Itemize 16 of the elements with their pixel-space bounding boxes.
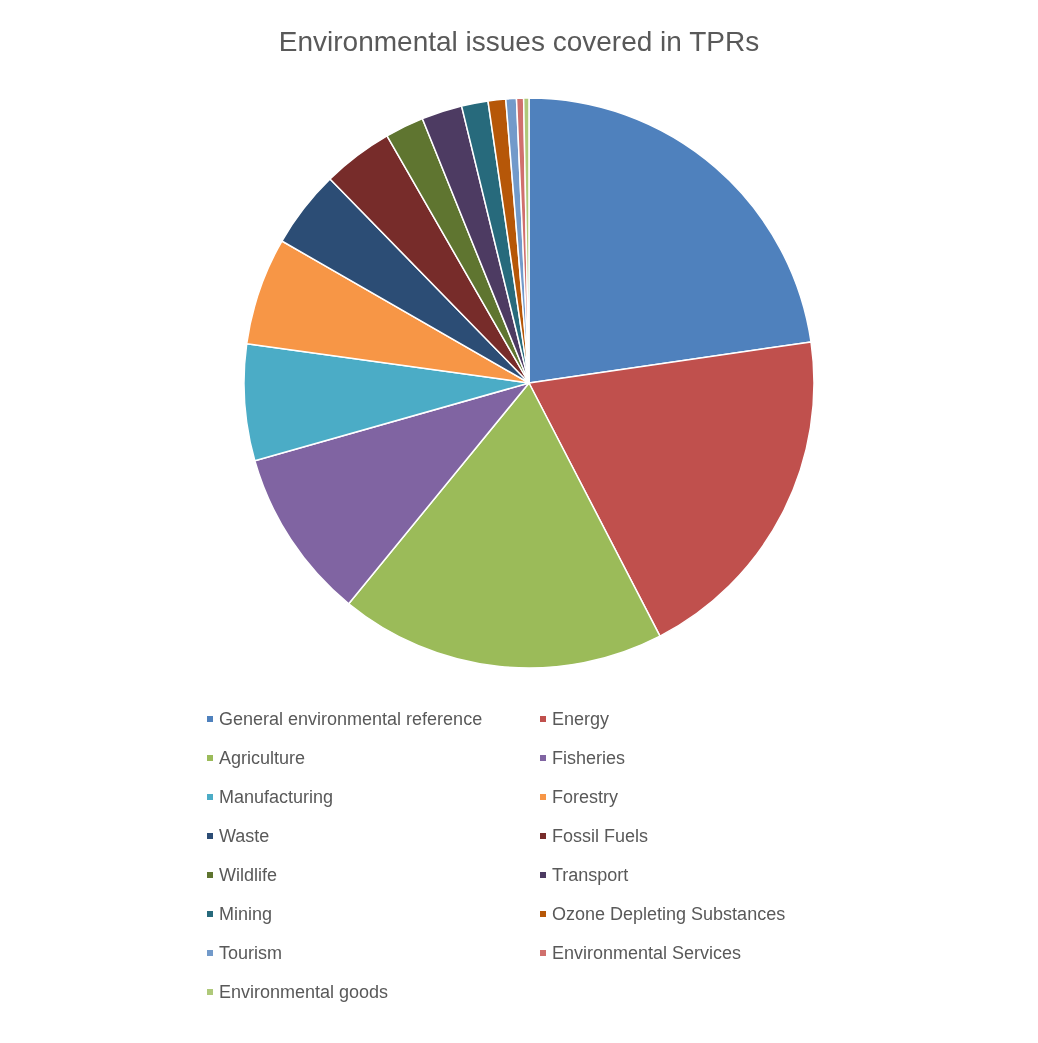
- legend-label: Ozone Depleting Substances: [552, 904, 786, 924]
- legend-label: Fossil Fuels: [552, 826, 649, 846]
- legend-label: Transport: [552, 865, 629, 885]
- legend-label: Agriculture: [219, 748, 306, 768]
- legend-label: General environmental reference: [219, 709, 483, 729]
- chart-title: Environmental issues covered in TPRs: [278, 25, 760, 57]
- legend-label: Wildlife: [219, 865, 278, 885]
- legend-label: Fisheries: [552, 748, 626, 768]
- legend-label: Environmental goods: [219, 982, 389, 1002]
- legend-label: Environmental Services: [552, 943, 742, 963]
- legend-label: Mining: [219, 904, 273, 924]
- legend-label: Forestry: [552, 787, 619, 807]
- legend-label: Tourism: [219, 943, 283, 963]
- legend-label: Energy: [552, 709, 610, 729]
- legend-label: Waste: [219, 826, 270, 846]
- legend-label: Manufacturing: [219, 787, 334, 807]
